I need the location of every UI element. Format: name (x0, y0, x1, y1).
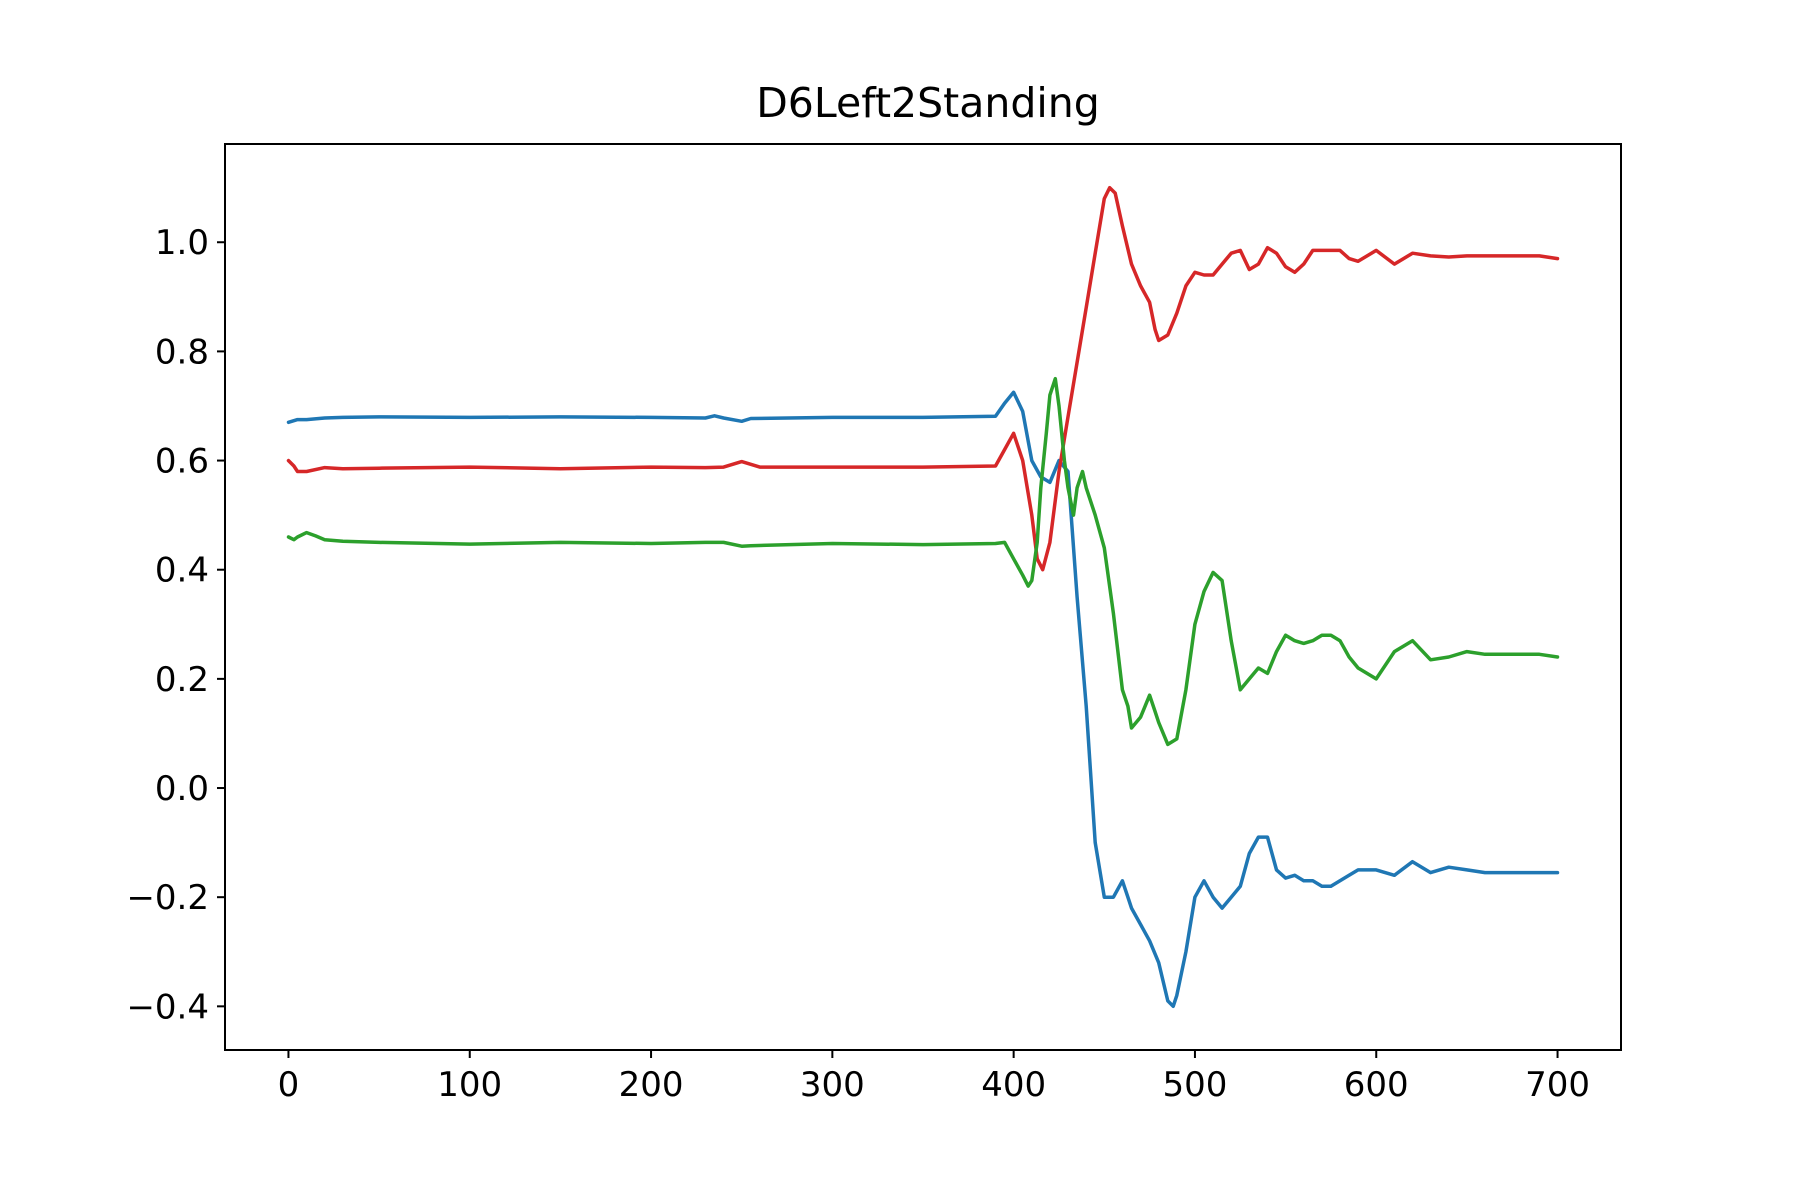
x-tick-label: 200 (619, 1065, 684, 1105)
y-tick-label: 0.6 (155, 442, 209, 482)
y-tick-label: 0.2 (155, 660, 209, 700)
y-tick-label: 0.4 (155, 551, 209, 591)
y-tick-label: 0.8 (155, 332, 209, 372)
x-tick-label: 0 (278, 1065, 300, 1105)
x-tick-label: 300 (800, 1065, 865, 1105)
x-axis: 0 100 200 300 400 500 600 700 (278, 1050, 1590, 1105)
x-tick-label: 100 (437, 1065, 502, 1105)
series-layer (286, 185, 1560, 1009)
series-line-2 (286, 185, 1560, 572)
y-tick-label: −0.4 (126, 987, 209, 1027)
y-tick-label: −0.2 (126, 878, 209, 918)
series-line-1 (286, 390, 1560, 1009)
x-tick-label: 500 (1162, 1065, 1227, 1105)
chart-title: D6Left2Standing (756, 79, 1100, 127)
y-tick-label: 1.0 (155, 223, 209, 263)
series-line-3 (286, 376, 1560, 747)
y-axis: −0.4 −0.2 0.0 0.2 0.4 0.6 0.8 1.0 (126, 223, 225, 1027)
x-tick-label: 700 (1525, 1065, 1590, 1105)
x-tick-label: 400 (981, 1065, 1046, 1105)
y-tick-label: 0.0 (155, 769, 209, 809)
x-tick-label: 600 (1344, 1065, 1409, 1105)
plot-area-frame (224, 143, 1622, 1051)
